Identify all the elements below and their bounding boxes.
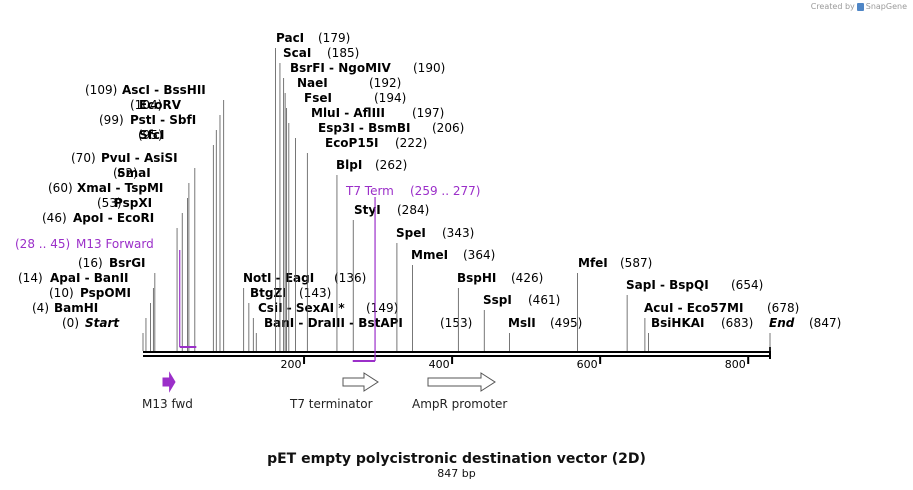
site-name-sapi: SapI - BspQI xyxy=(626,278,709,292)
tick-label-400: 400 xyxy=(429,358,450,371)
credit-text: Created by xyxy=(810,2,855,11)
site-position-spei: (343) xyxy=(442,226,474,240)
site-name-styi: StyI xyxy=(354,203,381,217)
site-position-styi: (284) xyxy=(397,203,429,217)
site-position-mmei: (364) xyxy=(463,248,495,262)
site-position-fsei: (194) xyxy=(374,91,406,105)
primer-t7-term-range: (259 .. 277) xyxy=(410,184,480,198)
site-position-mlui: (197) xyxy=(412,106,444,120)
site-position-pvui: (70) xyxy=(71,151,96,165)
site-name-acui: AcuI - Eco57MI xyxy=(644,301,743,315)
site-position-msli: (495) xyxy=(550,316,582,330)
site-name-bsihkai: BsiHKAI xyxy=(651,316,705,330)
site-name-start: Start xyxy=(85,316,120,330)
site-name-asci: AscI - BssHII xyxy=(122,83,206,97)
site-name-bani: BanI - DraIII - BstAPI xyxy=(264,316,403,330)
site-name-msli: MslI xyxy=(508,316,536,330)
primer-t7-term-label: T7 Term xyxy=(345,184,394,198)
site-position-noti: (136) xyxy=(334,271,366,285)
site-position-blpi: (262) xyxy=(375,158,407,172)
site-position-naei: (192) xyxy=(369,76,401,90)
site-name-fsei: FseI xyxy=(304,91,332,105)
site-position-scai: (185) xyxy=(327,46,359,60)
site-name-sfci: SfcI xyxy=(139,128,164,142)
site-name-apai: ApaI - BanII xyxy=(50,271,129,285)
site-name-bsphi: BspHI xyxy=(457,271,496,285)
site-position-bsihkai: (683) xyxy=(721,316,753,330)
site-name-smai: SmaI xyxy=(117,166,151,180)
site-name-pspomi: PspOMI xyxy=(80,286,131,300)
site-position-acui: (678) xyxy=(767,301,799,315)
site-position-mfei: (587) xyxy=(620,256,652,270)
site-position-sfci: (95) xyxy=(138,128,163,142)
site-position-psti: (99) xyxy=(99,113,124,127)
site-name-mfei: MfeI xyxy=(578,256,608,270)
site-position-apai: (14) xyxy=(18,271,43,285)
feature-arrow-ampr-promoter xyxy=(427,372,496,392)
site-position-asci: (109) xyxy=(85,83,117,97)
site-name-naei: NaeI xyxy=(297,76,328,90)
primer-m13-forward-label: M13 Forward xyxy=(76,237,154,251)
site-name-btgzi: BtgZI xyxy=(250,286,287,300)
primer-m13-forward-range: (28 .. 45) xyxy=(15,237,70,251)
site-name-spei: SpeI xyxy=(396,226,426,240)
site-name-psti: PstI - SbfI xyxy=(130,113,196,127)
site-position-smai: (62) xyxy=(113,166,138,180)
site-position-bani: (153) xyxy=(440,316,472,330)
tick-label-600: 600 xyxy=(577,358,598,371)
feature-label-ampr-promoter: AmpR promoter xyxy=(412,397,508,411)
snapgene-logo-icon xyxy=(856,2,864,11)
site-position-pspomi: (10) xyxy=(49,286,74,300)
site-name-pvui: PvuI - AsiSI xyxy=(101,151,178,165)
site-position-start: (0) xyxy=(62,316,79,330)
site-name-bsrgi: BsrGI xyxy=(109,256,146,270)
site-name-pspxi: PspXI xyxy=(114,196,152,210)
site-position-ecorv: (104) xyxy=(130,98,162,112)
site-position-btgzi: (143) xyxy=(299,286,331,300)
tick-label-800: 800 xyxy=(725,358,746,371)
site-position-xmai: (60) xyxy=(48,181,73,195)
site-position-csii: (149) xyxy=(366,301,398,315)
site-position-sspi: (461) xyxy=(528,293,560,307)
site-position-esp3i: (206) xyxy=(432,121,464,135)
site-name-mmei: MmeI xyxy=(411,248,448,262)
site-position-sapi: (654) xyxy=(731,278,763,292)
site-name-bamhi: BamHI xyxy=(54,301,98,315)
site-position-bsrgi: (16) xyxy=(78,256,103,270)
map-title: pET empty polycistronic destination vect… xyxy=(267,451,646,467)
site-position-paci: (179) xyxy=(318,31,350,45)
site-name-esp3i: Esp3I - BsmBI xyxy=(318,121,410,135)
site-name-ecorv: EcoRV xyxy=(139,98,182,112)
feature-label-t7-terminator: T7 terminator xyxy=(290,397,373,411)
site-position-ecop15i: (222) xyxy=(395,136,427,150)
site-name-end: End xyxy=(769,316,795,330)
site-name-apoi: ApoI - EcoRI xyxy=(73,211,154,225)
site-position-end: (847) xyxy=(809,316,841,330)
site-name-scai: ScaI xyxy=(283,46,311,60)
site-name-mlui: MluI - AflIII xyxy=(311,106,385,120)
site-position-bamhi: (4) xyxy=(32,301,49,315)
site-name-blpi: BlpI xyxy=(336,158,362,172)
site-position-apoi: (46) xyxy=(42,211,67,225)
feature-label-m13-fwd: M13 fwd xyxy=(142,397,193,411)
site-position-bsrfi: (190) xyxy=(413,61,445,75)
feature-arrow-t7-terminator xyxy=(342,372,379,392)
site-name-sspi: SspI xyxy=(483,293,512,307)
snapgene-credit: Created by SnapGene xyxy=(811,2,907,11)
credit-brand: SnapGene xyxy=(865,2,907,11)
site-name-xmai: XmaI - TspMI xyxy=(77,181,163,195)
site-name-bsrfi: BsrFI - NgoMIV xyxy=(290,61,391,75)
feature-arrow-m13-fwd xyxy=(162,371,176,393)
site-position-pspxi: (53) xyxy=(97,196,122,210)
tick-label-200: 200 xyxy=(281,358,302,371)
site-name-noti: NotI - EagI xyxy=(243,271,314,285)
site-position-bsphi: (426) xyxy=(511,271,543,285)
site-name-csii: CsiI - SexAI * xyxy=(258,301,345,315)
site-name-ecop15i: EcoP15I xyxy=(325,136,379,150)
map-size: 847 bp xyxy=(437,467,476,480)
site-name-paci: PacI xyxy=(276,31,304,45)
